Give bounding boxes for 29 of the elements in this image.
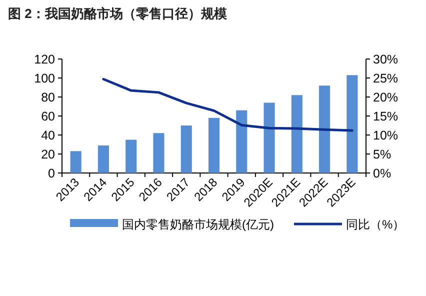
bar — [264, 102, 275, 173]
y2-tick-label: 10% — [373, 128, 398, 142]
bar — [346, 75, 358, 173]
y2-tick-label: 0% — [373, 166, 392, 180]
y-tick-label: 0 — [48, 166, 56, 180]
y-tick-label: 20 — [41, 148, 56, 162]
bar — [98, 145, 109, 173]
y2-tick-label: 25% — [373, 72, 398, 86]
y-tick-label: 100 — [34, 72, 56, 86]
bar — [180, 126, 192, 173]
legend-label: 国内零售奶酪市场规模(亿元) — [122, 218, 274, 232]
y-tick-label: 80 — [41, 90, 56, 104]
bar — [236, 110, 248, 173]
y-tick-label: 40 — [41, 128, 56, 142]
bar — [291, 95, 302, 173]
line-series — [102, 78, 354, 132]
bar — [126, 140, 137, 173]
y-tick-label: 60 — [41, 110, 56, 124]
y2-tick-label: 5% — [373, 148, 392, 162]
y2-tick-label: 15% — [373, 110, 398, 124]
y-tick-label: 120 — [34, 52, 56, 66]
bar — [208, 118, 220, 173]
legend-label: 同比（%） — [346, 218, 405, 232]
bar — [153, 133, 164, 173]
bar — [319, 86, 330, 173]
bar — [70, 151, 82, 173]
y2-tick-label: 30% — [373, 52, 398, 66]
chart-title: 图 2：我国奶酪市场（零售口径）规模 — [8, 6, 227, 21]
y2-tick-label: 20% — [373, 90, 398, 104]
